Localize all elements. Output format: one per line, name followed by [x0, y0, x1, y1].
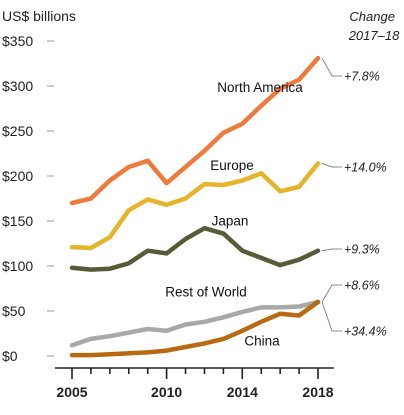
y-axis: $0 $50 $100 $150 $200 $250 $300 $350 — [2, 33, 54, 364]
leader-line-rest-of-world — [321, 284, 342, 303]
change-label-north-america: +7.8% — [344, 70, 380, 84]
change-label-rest-of-world: +8.6% — [344, 279, 380, 293]
series-line-north-america — [69, 55, 321, 206]
y-tick-label: $100 — [2, 258, 33, 274]
y-tick-label: $50 — [2, 303, 26, 319]
series-label-europe: Europe — [210, 158, 254, 173]
y-tick-label: $350 — [2, 33, 33, 49]
series-line-japan — [69, 225, 321, 272]
series-line-rest-of-world — [69, 299, 321, 348]
change-label-japan: +9.3% — [344, 243, 380, 257]
y-tick-label: $300 — [2, 78, 33, 94]
x-tick-label: 2014 — [227, 384, 258, 400]
series-line-europe — [69, 161, 321, 251]
y-tick-label: $200 — [2, 168, 33, 184]
leader-line-north-america — [321, 57, 342, 77]
series-annotations: North America +7.8% Europe +14.0% Japan +9.3%… — [165, 57, 387, 348]
x-tick-label: 2005 — [56, 384, 87, 400]
series-label-rest-of-world: Rest of World — [165, 284, 247, 299]
series-line-china — [69, 299, 321, 358]
change-header: Change 2017–18 — [348, 9, 400, 43]
change-label-europe: +14.0% — [344, 161, 387, 175]
leader-line-china — [321, 301, 342, 332]
series-lines — [69, 55, 321, 358]
leader-line-japan — [321, 248, 342, 252]
change-header-line-1: Change — [349, 9, 395, 24]
series-label-north-america: North America — [217, 80, 303, 95]
x-axis: 2005 2010 2014 2018 — [55, 367, 334, 400]
change-header-line-2: 2017–18 — [348, 28, 400, 43]
x-tick-label: 2010 — [151, 384, 182, 400]
x-tick-label: 2018 — [302, 384, 333, 400]
y-axis-unit-label: US$ billions — [2, 8, 76, 24]
change-label-china: +34.4% — [344, 325, 387, 339]
series-label-china: China — [244, 333, 280, 348]
y-tick-label: $250 — [2, 123, 33, 139]
y-tick-label: $150 — [2, 213, 33, 229]
series-label-japan: Japan — [212, 214, 249, 229]
y-tick-label: $0 — [2, 348, 18, 364]
leader-line-europe — [321, 162, 342, 168]
